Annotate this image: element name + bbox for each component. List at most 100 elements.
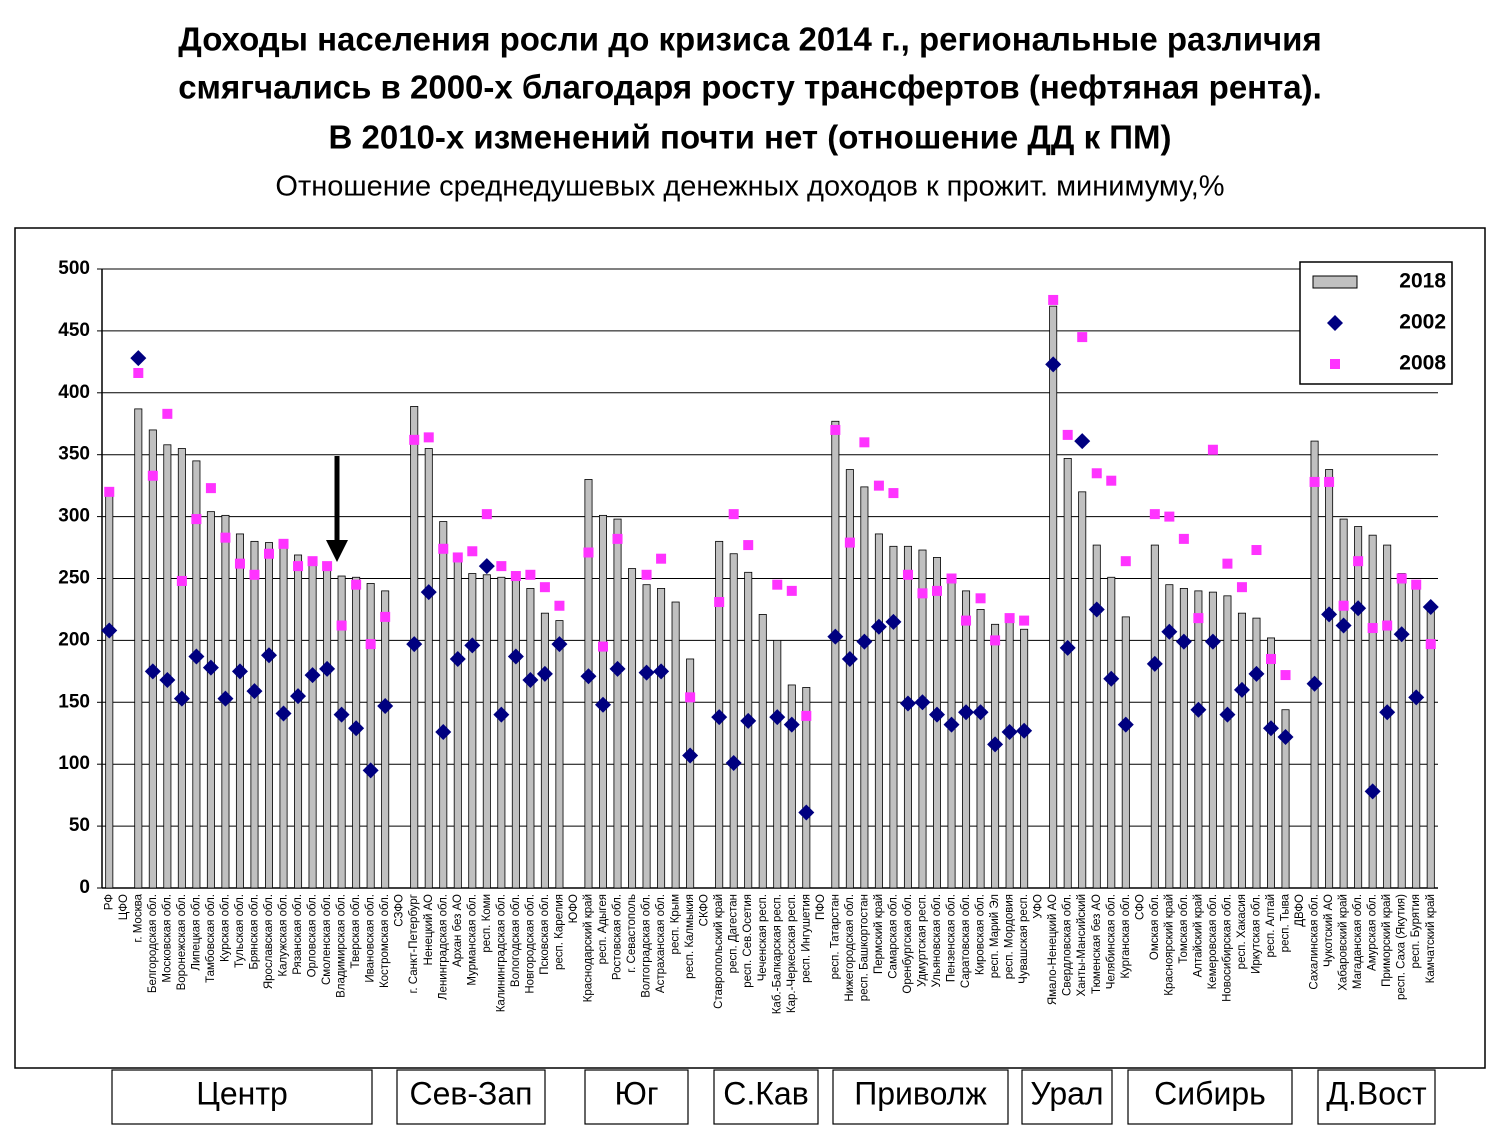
diamond-marker: [1422, 598, 1439, 615]
chart-title: смягчались в 2000-х благодаря росту тран…: [178, 69, 1322, 106]
x-tick-label: Астраханская обл.: [655, 894, 667, 993]
bar: [1194, 590, 1203, 889]
x-tick-label: Смоленская обл.: [321, 894, 333, 985]
bar: [424, 448, 433, 889]
bar: [962, 590, 971, 889]
bar: [1049, 305, 1058, 889]
bar: [729, 553, 738, 889]
square-marker: [293, 561, 304, 572]
x-tick-label: Чукотский АО: [1323, 894, 1335, 967]
square-marker: [365, 639, 376, 650]
x-tick-label: респ. Коми: [481, 894, 493, 953]
x-tick-label: УФО: [1033, 894, 1045, 919]
square-marker: [728, 509, 739, 520]
square-marker: [990, 635, 1001, 646]
diamond-marker: [711, 709, 728, 726]
diamond-marker: [246, 683, 263, 700]
square-marker: [1178, 533, 1189, 544]
x-tick-label: Самарская обл.: [887, 894, 899, 979]
bar: [1092, 544, 1101, 889]
diamond-marker: [522, 672, 539, 689]
x-tick-label: Омская обл.: [1149, 894, 1161, 960]
bar: [1237, 612, 1246, 889]
square-marker: [191, 514, 202, 525]
region-label: С.Кав: [723, 1075, 808, 1111]
square-marker: [1280, 670, 1291, 681]
bar: [337, 575, 346, 889]
square-marker: [438, 543, 449, 554]
diamond-marker: [1146, 655, 1163, 672]
diamond-marker: [1204, 633, 1221, 650]
legend-label: 2018: [1399, 270, 1446, 293]
square-marker: [641, 569, 652, 580]
region-box: [832, 1069, 1009, 1125]
x-tick-label: Ростовская обл.: [612, 894, 624, 980]
bar: [511, 578, 520, 889]
bar: [206, 511, 215, 889]
legend-swatch: [1312, 275, 1358, 289]
x-tick-label: респ. Саха (Якутия): [1396, 894, 1408, 1000]
square-marker: [772, 579, 783, 590]
x-tick-label: Тульская обл.: [234, 894, 246, 968]
region-box: [1317, 1069, 1436, 1125]
x-tick-label: Томская обл.: [1178, 894, 1190, 964]
bar: [482, 574, 491, 889]
x-tick-label: Костромская обл.: [379, 894, 391, 988]
x-tick-label: Волгоградская обл.: [641, 894, 653, 998]
diamond-marker: [1016, 722, 1033, 739]
x-tick-label: СКФО: [699, 894, 711, 926]
x-tick-label: Белгородская обл.: [147, 894, 159, 993]
square-marker: [176, 575, 187, 586]
bar: [555, 620, 564, 889]
square-marker: [743, 540, 754, 551]
x-tick-label: Чеченская респ.: [757, 894, 769, 981]
diamond-marker: [507, 648, 524, 665]
diamond-marker: [1161, 623, 1178, 640]
square-marker: [932, 585, 942, 596]
bar: [613, 518, 622, 889]
square-marker: [409, 434, 420, 445]
diamond-marker: [1321, 606, 1338, 623]
square-marker: [1266, 653, 1276, 664]
region-label: Сибирь: [1154, 1075, 1266, 1111]
x-tick-label: Ленинградская обл.: [437, 894, 449, 1000]
square-marker: [917, 588, 928, 599]
x-tick-label: респ. Алтай: [1265, 894, 1277, 958]
diamond-marker: [1248, 665, 1265, 682]
square-marker: [1077, 332, 1088, 343]
diamond-marker: [406, 636, 423, 653]
bar: [134, 408, 143, 889]
bar: [1397, 573, 1406, 889]
region-box: [584, 1069, 689, 1125]
diamond-marker: [290, 688, 307, 705]
y-tick-label: 0: [79, 877, 90, 898]
diamond-marker: [188, 648, 205, 665]
bar: [903, 545, 912, 889]
x-tick-label: Пензенская обл.: [946, 894, 958, 982]
bar: [163, 444, 172, 889]
x-tick-label: Ульяновская обл.: [931, 894, 943, 987]
square-marker: [975, 593, 986, 604]
diamond-marker: [987, 736, 1004, 753]
x-tick-label: Иркутская обл.: [1251, 894, 1263, 974]
diamond-marker: [348, 720, 365, 737]
bar: [802, 687, 811, 889]
square-marker: [525, 569, 536, 580]
bar: [105, 491, 114, 889]
region-box: [111, 1069, 373, 1125]
square-marker: [859, 437, 870, 448]
chart-title: В 2010-х изменений почти нет (отношение …: [329, 119, 1172, 156]
x-tick-label: Владимирская обл.: [336, 894, 348, 998]
bar: [1150, 544, 1159, 889]
square-marker: [351, 579, 362, 590]
y-tick-label: 100: [58, 753, 90, 774]
x-tick-label: Кемеровская обл.: [1207, 894, 1219, 989]
diamond-marker: [929, 706, 945, 723]
square-marker: [1222, 558, 1233, 569]
x-tick-label: Пермский край: [873, 894, 885, 974]
diamond-marker: [1364, 783, 1381, 800]
bar: [671, 601, 680, 889]
bar: [845, 469, 854, 889]
x-tick-label: Саратовская обл.: [960, 894, 972, 988]
diamond-marker: [682, 747, 699, 764]
